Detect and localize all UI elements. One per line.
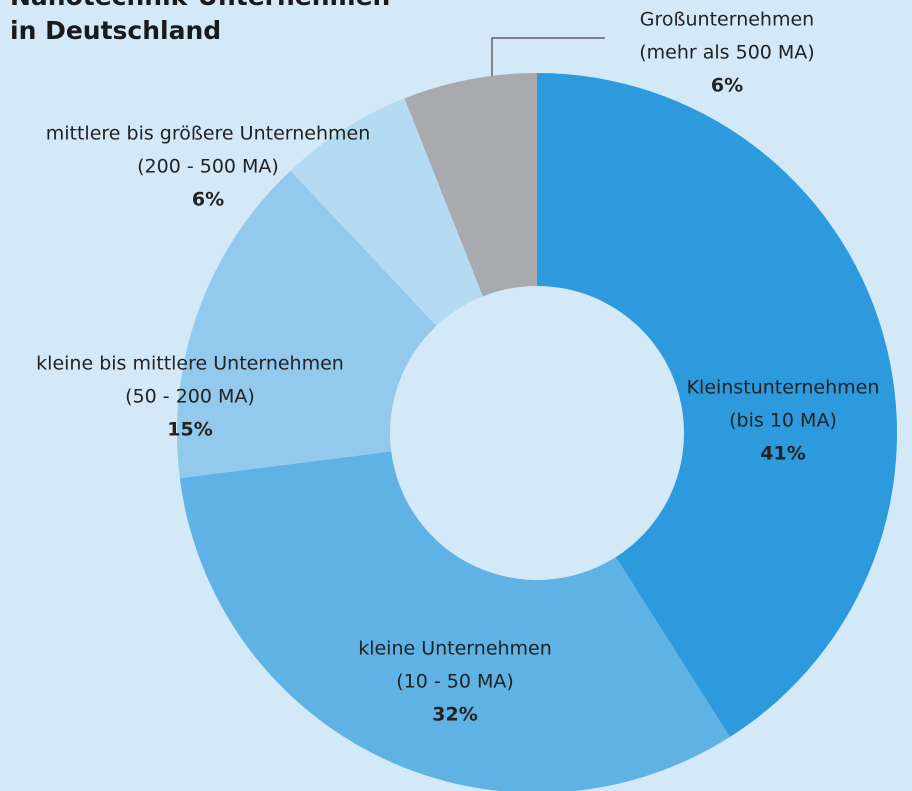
slice-label: Großunternehmen [640,9,814,31]
donut-slice [290,98,483,326]
slice-value-label: 6% [192,189,224,211]
slice-sublabel: (50 - 200 MA) [125,386,255,408]
chart-title: Nanotechnik-Unternehmen in Deutschland [10,0,390,45]
slice-label: Kleinstunternehmen [687,377,880,399]
slice-value-label: 41% [760,443,805,465]
slice-sublabel: (bis 10 MA) [729,410,837,432]
slice-value-label: 32% [432,704,477,726]
slice-label: mittlere bis größere Unternehmen [46,123,371,145]
donut-slice [404,73,537,297]
donut-slice [177,170,437,479]
slice-label: kleine bis mittlere Unternehmen [36,353,344,375]
slice-value-label: 6% [711,75,743,97]
slice-sublabel: (mehr als 500 MA) [639,42,814,64]
donut-slice [179,451,730,791]
slice-sublabel: (200 - 500 MA) [137,156,279,178]
donut-slice [537,73,898,737]
slice-label: kleine Unternehmen [358,638,552,660]
slice-value-label: 15% [167,419,212,441]
slice-sublabel: (10 - 50 MA) [396,671,514,693]
